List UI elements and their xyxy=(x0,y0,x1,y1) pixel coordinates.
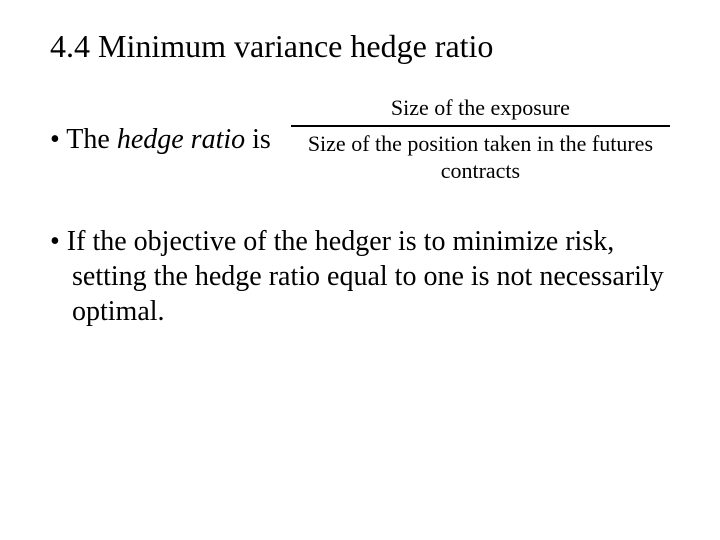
fraction-bar xyxy=(291,125,670,127)
slide: 4.4 Minimum variance hedge ratio • The h… xyxy=(0,0,720,540)
fraction-denominator: Size of the position taken in the future… xyxy=(291,129,670,184)
slide-title: 4.4 Minimum variance hedge ratio xyxy=(50,28,670,65)
hedge-ratio-fraction: Size of the exposure Size of the positio… xyxy=(291,95,670,184)
bullet-1-suffix: is xyxy=(245,124,271,155)
definition-row: • The hedge ratio is Size of the exposur… xyxy=(50,95,670,184)
bullet-1: • The hedge ratio is xyxy=(50,124,291,156)
bullet-1-prefix: • The xyxy=(50,124,117,155)
bullet-2: • If the objective of the hedger is to m… xyxy=(50,224,670,329)
bullet-1-italic: hedge ratio xyxy=(117,124,245,155)
fraction-numerator: Size of the exposure xyxy=(291,95,670,123)
